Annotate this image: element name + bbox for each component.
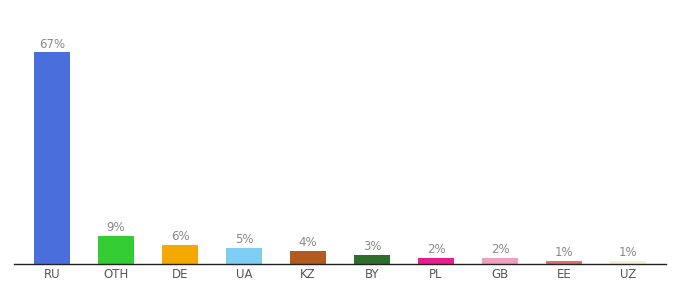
Text: 1%: 1% bbox=[555, 246, 573, 259]
Text: 2%: 2% bbox=[426, 243, 445, 256]
Bar bbox=[418, 258, 454, 264]
Text: 1%: 1% bbox=[619, 246, 637, 259]
Bar bbox=[35, 52, 69, 264]
Bar bbox=[547, 261, 581, 264]
Text: 3%: 3% bbox=[362, 240, 381, 253]
Text: 2%: 2% bbox=[491, 243, 509, 256]
Text: 9%: 9% bbox=[107, 221, 125, 234]
Bar bbox=[163, 245, 198, 264]
Text: 6%: 6% bbox=[171, 230, 189, 243]
Bar bbox=[99, 236, 133, 264]
Text: 5%: 5% bbox=[235, 233, 253, 246]
Text: 67%: 67% bbox=[39, 38, 65, 50]
Bar bbox=[611, 261, 645, 264]
Bar bbox=[482, 258, 517, 264]
Text: 4%: 4% bbox=[299, 236, 318, 250]
Bar bbox=[226, 248, 262, 264]
Bar bbox=[354, 254, 390, 264]
Bar bbox=[290, 251, 326, 264]
